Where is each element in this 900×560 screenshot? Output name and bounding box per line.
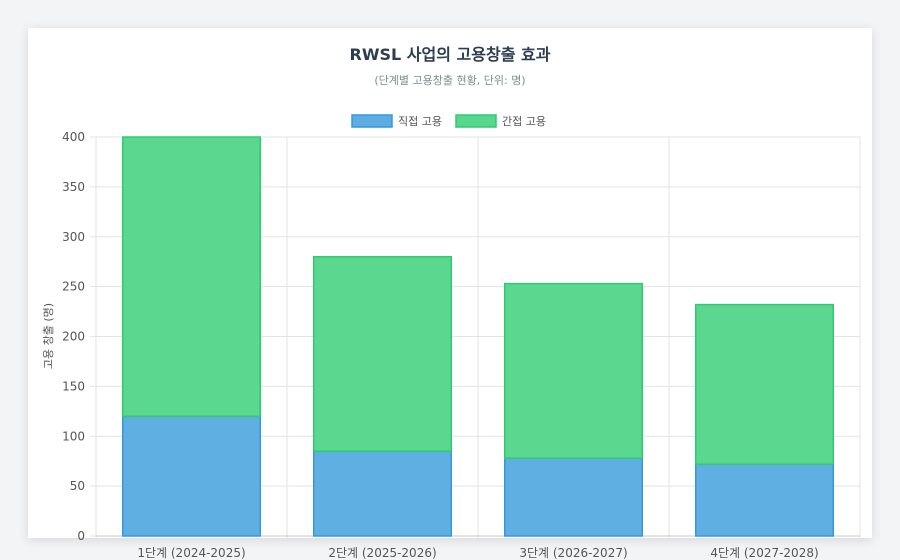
y-tick-label: 350: [62, 180, 85, 194]
bar-indirect[interactable]: [121, 136, 262, 418]
bar-direct[interactable]: [503, 457, 644, 537]
legend-swatch: [455, 114, 497, 128]
x-tick-label: 4단계 (2027-2028): [710, 546, 818, 560]
y-tick-label: 250: [62, 280, 85, 294]
bar-direct[interactable]: [694, 463, 835, 537]
bar-group: [121, 136, 835, 537]
bar-direct[interactable]: [312, 450, 453, 537]
y-tick-label: 50: [70, 479, 85, 493]
x-tick-label: 2단계 (2025-2026): [328, 546, 436, 560]
y-tick-label: 100: [62, 429, 85, 443]
chart-subtitle: (단계별 고용창출 현황, 단위: 명): [374, 74, 526, 87]
legend: 직접 고용 간접 고용: [351, 114, 546, 128]
y-tick-label: 400: [62, 130, 85, 144]
x-tick-labels: 1단계 (2024-2025) 2단계 (2025-2026) 3단계 (2026-…: [137, 546, 818, 560]
legend-label: 직접 고용: [398, 115, 442, 128]
legend-item[interactable]: 간접 고용: [455, 114, 546, 128]
x-tick-label: 3단계 (2026-2027): [519, 546, 627, 560]
y-tick-label: 200: [62, 330, 85, 344]
x-tick-label: 1단계 (2024-2025): [137, 546, 245, 560]
chart-title: RWSL 사업의 고용창출 효과: [349, 45, 551, 64]
bar-indirect[interactable]: [503, 282, 644, 459]
y-axis-title: 고용 창출 (명): [42, 303, 55, 369]
bar-indirect[interactable]: [312, 255, 453, 452]
y-tick-label: 300: [62, 230, 85, 244]
legend-label: 간접 고용: [502, 115, 546, 128]
bar-direct[interactable]: [121, 415, 262, 537]
bar-indirect[interactable]: [694, 303, 835, 465]
legend-item[interactable]: 직접 고용: [351, 114, 442, 128]
legend-swatch: [351, 114, 393, 128]
y-tick-labels: 0 50 100 150 200 250 300 350 400: [62, 130, 85, 543]
y-tick-label: 150: [62, 379, 85, 393]
y-tick-label: 0: [77, 529, 85, 543]
